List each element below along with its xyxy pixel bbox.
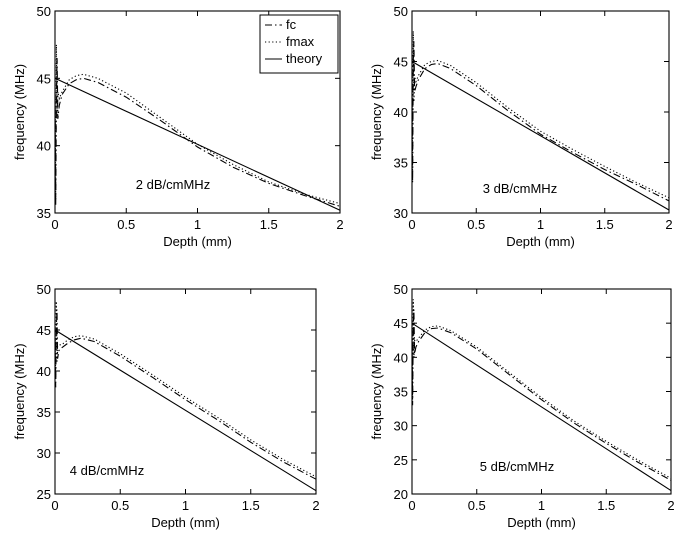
y-tick-label: 45 xyxy=(394,316,408,331)
legend: fc fmax theory xyxy=(259,14,339,74)
y-axis-label: frequency (MHz) xyxy=(369,64,384,160)
series-line-theory xyxy=(411,322,672,492)
y-tick-label: 45 xyxy=(394,55,408,70)
x-tick-label: 0.5 xyxy=(467,217,485,232)
legend-label-fmax: fmax xyxy=(286,34,315,49)
series-line-fmax xyxy=(411,299,672,479)
x-tick-label: 1 xyxy=(182,498,189,513)
y-tick-label: 25 xyxy=(37,487,51,502)
x-axis-label: Depth (mm) xyxy=(163,234,232,249)
y-axis-label: frequency (MHz) xyxy=(12,343,27,439)
y-tick-label: 40 xyxy=(37,139,51,154)
series-line-theory xyxy=(411,61,670,211)
x-axis-label: Depth (mm) xyxy=(151,515,220,530)
y-tick-label: 35 xyxy=(37,206,51,221)
x-tick-label: 0 xyxy=(408,217,415,232)
y-tick-label: 50 xyxy=(394,282,408,297)
x-tick-label: 2 xyxy=(665,217,672,232)
attenuation-annotation: 5 dB/cmMHz xyxy=(480,459,554,474)
subplot-1: 0 0.5 1 1.5 2 35 40 45 50 Depth (mm) frequency (MH… xyxy=(12,4,344,249)
y-tick-label: 35 xyxy=(394,385,408,400)
y-tick-label: 35 xyxy=(394,156,408,171)
series-line-fc xyxy=(54,309,317,480)
series-line-theory xyxy=(54,77,341,211)
y-tick-label: 45 xyxy=(37,71,51,86)
series-line-theory xyxy=(54,329,317,492)
y-tick-label: 30 xyxy=(37,446,51,461)
x-tick-label: 1.5 xyxy=(597,498,615,513)
legend-box xyxy=(259,14,339,74)
subplot-2: 0 0.5 1 1.5 2 30 35 40 45 50 Depth (mm) frequency (… xyxy=(369,4,673,249)
y-tick-label: 45 xyxy=(37,323,51,338)
x-tick-label: 0 xyxy=(408,498,415,513)
y-tick-label: 50 xyxy=(37,4,51,19)
series-line-fc xyxy=(411,309,672,481)
y-tick-label: 40 xyxy=(394,105,408,120)
x-tick-label: 1.5 xyxy=(260,217,278,232)
subplot-4: 0 0.5 1 1.5 2 20 25 30 35 40 45 50 Depth (mm) frequen… xyxy=(369,282,675,530)
x-tick-label: 0.5 xyxy=(468,498,486,513)
y-tick-label: 25 xyxy=(394,453,408,468)
x-tick-label: 1 xyxy=(538,498,545,513)
x-tick-label: 0 xyxy=(51,498,58,513)
x-tick-label: 1.5 xyxy=(242,498,260,513)
x-tick-label: 0.5 xyxy=(111,498,129,513)
y-tick-label: 20 xyxy=(394,487,408,502)
y-tick-label: 40 xyxy=(394,350,408,365)
series-line-fmax xyxy=(54,301,317,478)
attenuation-annotation: 3 dB/cmMHz xyxy=(483,181,557,196)
y-tick-label: 30 xyxy=(394,206,408,221)
x-tick-label: 0.5 xyxy=(117,217,135,232)
x-tick-label: 1 xyxy=(194,217,201,232)
y-tick-label: 35 xyxy=(37,405,51,420)
x-tick-label: 2 xyxy=(667,498,674,513)
y-tick-label: 40 xyxy=(37,364,51,379)
series-line-fmax xyxy=(54,44,341,205)
x-axis-label: Depth (mm) xyxy=(506,234,575,249)
attenuation-annotation: 2 dB/cmMHz xyxy=(136,177,210,192)
x-tick-label: 2 xyxy=(336,217,343,232)
series-line-fc xyxy=(411,41,670,202)
legend-label-theory: theory xyxy=(286,51,323,66)
legend-label-fc: fc xyxy=(286,17,297,32)
x-tick-label: 2 xyxy=(312,498,319,513)
attenuation-annotation: 4 dB/cmMHz xyxy=(70,463,144,478)
y-tick-label: 50 xyxy=(37,282,51,297)
series-line-fmax xyxy=(411,31,670,199)
x-tick-label: 0 xyxy=(51,217,58,232)
y-tick-label: 30 xyxy=(394,419,408,434)
subplot-3: 0 0.5 1 1.5 2 25 30 35 40 45 50 Depth (mm) frequency… xyxy=(12,282,320,530)
y-axis-label: frequency (MHz) xyxy=(369,343,384,439)
x-tick-label: 1.5 xyxy=(596,217,614,232)
y-axis-label: frequency (MHz) xyxy=(12,64,27,160)
y-tick-label: 50 xyxy=(394,4,408,19)
x-tick-label: 1 xyxy=(537,217,544,232)
series-line-fc xyxy=(54,58,341,207)
x-axis-label: Depth (mm) xyxy=(507,515,576,530)
